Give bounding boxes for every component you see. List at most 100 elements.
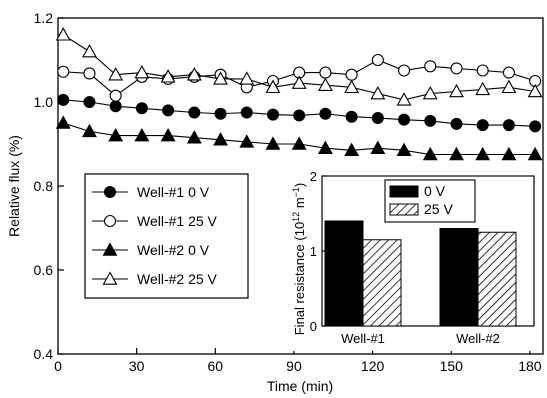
inset-bar	[439, 228, 479, 327]
inset-bar	[477, 231, 517, 327]
main-chart: 0.40.60.81.01.2 0 30 60 90 120 150 180 Time (m…	[6, 10, 544, 394]
data-point	[265, 79, 281, 94]
main-y-tick-label: 0.8	[34, 178, 54, 194]
main-x-axis-label: Time (min)	[267, 378, 333, 394]
legend-marker	[102, 271, 118, 285]
data-point	[449, 146, 464, 161]
data-point	[213, 132, 228, 146]
inset-bar	[362, 239, 402, 327]
data-point	[422, 85, 438, 100]
inset-y-tick-label: 1	[310, 244, 317, 259]
data-point	[186, 130, 202, 144]
inset-legend-item: 0 V	[389, 183, 446, 199]
inset-chart: 0 1 2 Well-#1 Well-#2 Final resistance (101…	[258, 168, 541, 351]
data-point	[475, 146, 491, 161]
data-point	[109, 89, 122, 102]
main-legend: Well-#1 0 V Well-#1 25 V Well-#2 0 V Well-#…	[84, 173, 249, 299]
data-point	[162, 104, 175, 117]
legend-marker	[103, 214, 117, 228]
data-point	[502, 66, 515, 79]
inset-category-label: Well-#2	[456, 331, 500, 346]
data-point	[450, 117, 463, 130]
data-point	[135, 102, 148, 115]
series-4	[55, 27, 543, 106]
data-point	[55, 115, 71, 129]
legend-item: Well-#2 25 V	[92, 271, 218, 287]
data-point	[398, 113, 411, 126]
inset-bar	[324, 220, 364, 327]
data-point	[529, 120, 542, 133]
data-point	[57, 93, 70, 106]
data-point	[371, 111, 384, 124]
data-point	[345, 110, 358, 123]
data-point	[371, 53, 384, 67]
data-point	[317, 77, 333, 91]
data-point	[501, 79, 517, 94]
main-y-tick-label: 0.6	[34, 262, 54, 278]
main-y-tick-label: 1.0	[34, 94, 54, 110]
series-1	[57, 93, 542, 133]
legend-label: Well-#2 25 V	[137, 271, 218, 287]
legend-label: Well-#1 25 V	[137, 213, 218, 229]
inset-y-axis: 0 1 2	[310, 169, 327, 334]
data-point	[317, 140, 333, 154]
data-point	[239, 71, 255, 85]
data-point	[82, 123, 97, 138]
inset-y-tick-label: 2	[310, 169, 317, 184]
main-x-axis: 0 30 60 90 120 150 180	[54, 348, 542, 374]
inset-y-tick-label: 0	[310, 319, 317, 334]
data-point	[344, 142, 360, 157]
main-x-tick-label: 30	[129, 358, 145, 374]
legend-item: Well-#1 25 V	[92, 213, 218, 229]
data-point	[424, 114, 437, 127]
data-point	[82, 43, 97, 58]
data-point	[527, 146, 543, 161]
data-point	[239, 134, 255, 148]
data-point	[370, 140, 386, 154]
legend-marker	[102, 242, 118, 256]
data-point	[108, 127, 124, 142]
data-point	[424, 60, 437, 73]
data-point	[108, 67, 124, 81]
data-point	[319, 66, 332, 79]
data-point	[501, 146, 517, 161]
data-point	[266, 108, 279, 121]
data-point	[134, 64, 150, 79]
data-point	[476, 119, 489, 132]
legend-item: Well-#2 0 V	[92, 242, 210, 258]
main-x-tick-label: 150	[440, 358, 464, 374]
data-point	[293, 109, 306, 122]
data-point	[344, 79, 360, 94]
data-point	[214, 107, 227, 120]
data-point	[55, 27, 71, 41]
data-point	[475, 81, 491, 96]
data-point	[160, 69, 176, 83]
data-point	[57, 65, 70, 78]
main-x-tick-label: 0	[54, 358, 62, 374]
data-point	[370, 85, 386, 100]
inset-category-label: Well-#1	[341, 331, 385, 346]
data-point	[291, 75, 307, 89]
data-point	[449, 83, 464, 98]
series-3	[55, 115, 543, 161]
data-point	[291, 136, 307, 150]
data-point	[476, 64, 489, 77]
main-x-tick-label: 180	[518, 358, 542, 374]
inset-legend-item: 25 V	[389, 201, 453, 217]
inset-bars-group	[324, 220, 517, 327]
main-x-tick-label: 90	[286, 358, 302, 374]
data-point	[502, 119, 515, 132]
data-point	[134, 127, 150, 142]
main-x-tick-label: 120	[361, 358, 385, 374]
data-point	[265, 136, 281, 150]
main-y-tick-label: 1.2	[34, 10, 54, 26]
inset-y-axis-label: Final resistance (1012 m−1)	[291, 183, 307, 336]
legend-item: Well-#1 0 V	[92, 184, 210, 200]
data-point	[345, 68, 358, 81]
inset-legend-label: 0 V	[424, 183, 446, 199]
data-point	[398, 64, 411, 77]
data-point	[319, 107, 332, 120]
inset-x-axis: Well-#1 Well-#2	[341, 331, 500, 346]
data-point	[83, 96, 96, 108]
data-point	[240, 106, 253, 119]
